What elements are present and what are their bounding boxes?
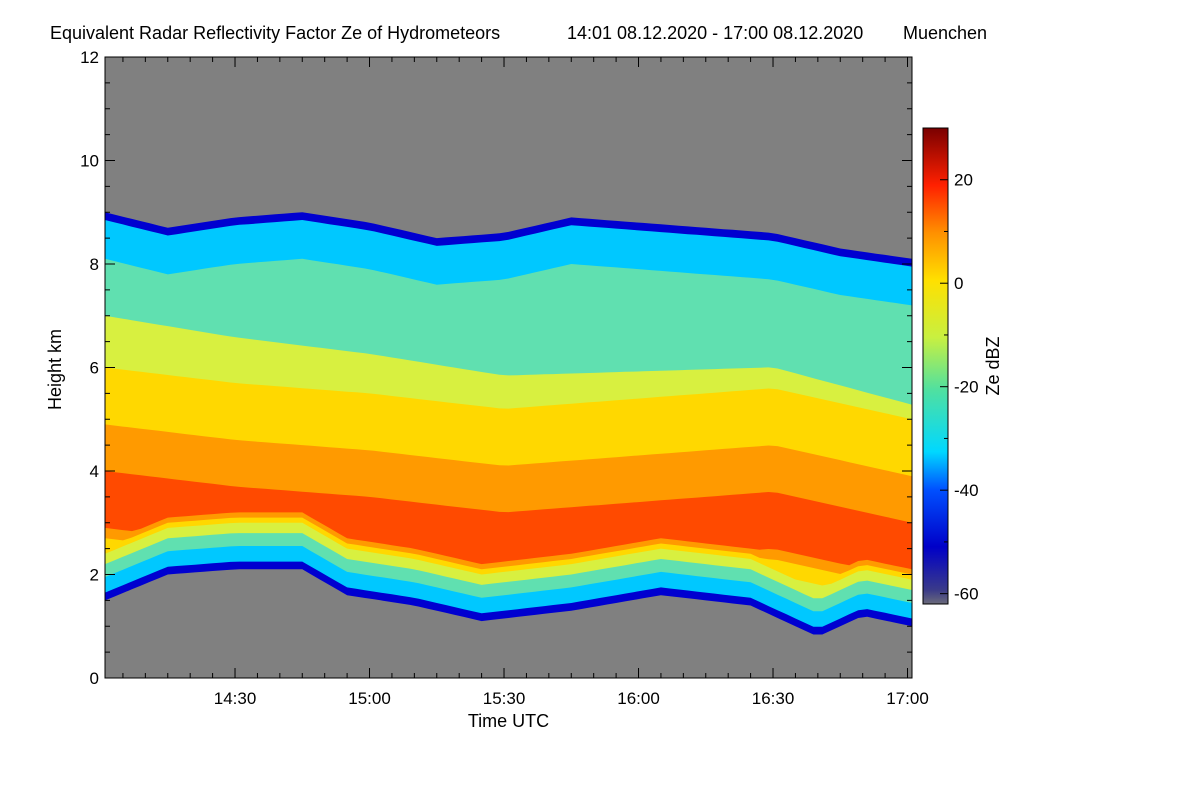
echo-red-layer xyxy=(105,471,912,570)
x-axis-label: Time UTC xyxy=(468,711,549,731)
colorbar-tick-label: -60 xyxy=(954,585,979,604)
y-tick-label: 2 xyxy=(90,566,99,585)
colorbar-tick-label: 20 xyxy=(954,171,973,190)
x-axis: 14:30 15:00 15:30 16:00 16:30 17:00 xyxy=(122,57,929,708)
colorbar-axis: -60 -40 -20 0 20 xyxy=(940,127,979,604)
y-tick-label: 0 xyxy=(90,669,99,688)
x-tick-label: 15:00 xyxy=(348,689,391,708)
plot-area xyxy=(105,57,912,678)
y-tick-label: 4 xyxy=(90,462,99,481)
colorbar-tick-label: -40 xyxy=(954,481,979,500)
x-tick-label: 15:30 xyxy=(483,689,526,708)
colorbar-tick-label: 0 xyxy=(954,274,963,293)
y-tick-label: 8 xyxy=(90,255,99,274)
chart-location: Muenchen xyxy=(903,23,987,43)
y-tick-label: 6 xyxy=(90,359,99,378)
colorbar-label: Ze dBZ xyxy=(983,336,1003,395)
y-tick-label: 12 xyxy=(80,48,99,67)
y-axis-label: Height km xyxy=(45,329,65,410)
echo-layers xyxy=(105,212,912,635)
chart-title: Equivalent Radar Reflectivity Factor Ze … xyxy=(50,23,500,43)
x-tick-label: 16:00 xyxy=(617,689,660,708)
x-tick-label: 17:00 xyxy=(886,689,929,708)
colorbar-tick-label: -20 xyxy=(954,378,979,397)
colorbar xyxy=(922,127,949,605)
y-tick-label: 10 xyxy=(80,152,99,171)
y-axis: 0 2 4 6 8 10 12 xyxy=(80,48,912,688)
x-tick-label: 16:30 xyxy=(752,689,795,708)
chart-time-range: 14:01 08.12.2020 - 17:00 08.12.2020 xyxy=(567,23,863,43)
x-tick-label: 14:30 xyxy=(214,689,257,708)
